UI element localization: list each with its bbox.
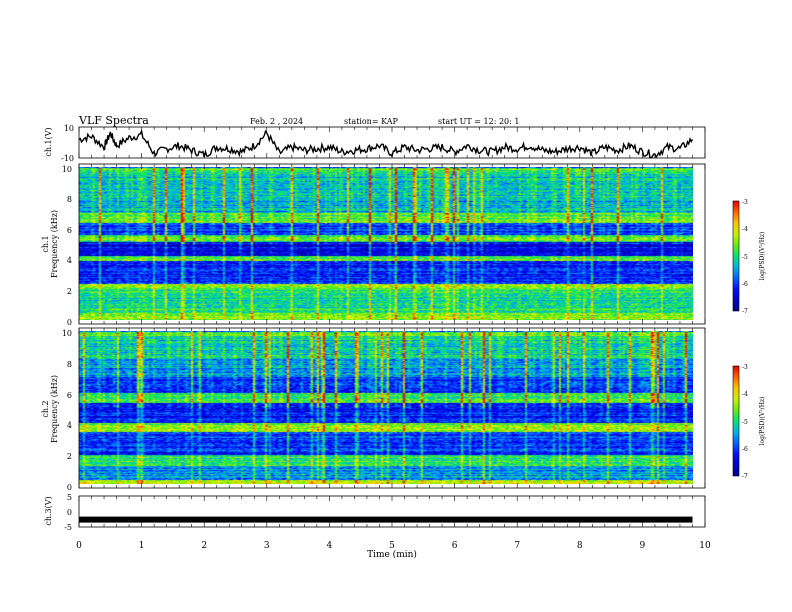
time-tick-7: 7 <box>514 541 520 551</box>
ch1-spectrogram-ticks <box>78 164 706 324</box>
ch2-cb-tick-m7: -7 <box>742 473 748 480</box>
ch2-channel-label: ch.2 <box>41 400 50 417</box>
ch1-ytick-top: 10 <box>64 124 74 133</box>
ch1-cb-tick-m7: -7 <box>742 308 748 315</box>
ch2-cb-tick-m6: -6 <box>742 446 748 453</box>
time-tick-6: 6 <box>452 541 458 551</box>
time-tick-10: 10 <box>699 541 711 551</box>
time-tick-8: 8 <box>577 541 583 551</box>
ch1-waveform-line <box>78 128 694 159</box>
ch1-spectrogram-panel: 0 2 4 6 8 10 ch.1 Frequency (kHz) <box>41 163 706 327</box>
ch2-frequency-ylabel: Frequency (kHz) <box>50 375 59 443</box>
ch2-colorbar-gradient <box>733 366 739 476</box>
ch1-ytick-bottom: -10 <box>61 154 74 163</box>
ch1-frequency-ylabel: Frequency (kHz) <box>50 210 59 278</box>
figure-title: VLF Spectra <box>78 114 149 127</box>
ch1-cb-tick-m6: -6 <box>742 281 748 288</box>
ch1-waveform-ylabel: ch.1(V) <box>44 127 53 156</box>
ch2-freq-tick-8: 8 <box>67 360 72 369</box>
ch2-freq-tick-6: 6 <box>67 391 72 400</box>
ch1-freq-tick-10: 10 <box>62 165 72 174</box>
ch2-freq-tick-0: 0 <box>67 483 72 492</box>
station-label: station= KAP <box>344 117 399 126</box>
ch2-cb-tick-m3: -3 <box>742 364 748 371</box>
time-tick-5: 5 <box>389 541 395 551</box>
ch1-freq-tick-0: 0 <box>67 318 72 327</box>
ch1-spectrogram-yticks: 0 2 4 6 8 10 <box>62 165 72 327</box>
ch2-colorbar-frame <box>732 365 740 477</box>
ch3-waveform-ticks <box>78 496 706 527</box>
ch3-waveform-panel: 5 0 -5 ch.3(V) <box>44 493 706 532</box>
ch2-colorbar-label: log(PSD)(V²/Hz) <box>759 397 766 446</box>
ch3-waveform-trace <box>79 516 693 523</box>
ch1-freq-tick-4: 4 <box>67 256 72 265</box>
ch1-freq-tick-2: 2 <box>67 287 72 296</box>
ch3-ytick-m5: -5 <box>64 523 72 532</box>
ch2-spectrogram-image <box>79 331 693 484</box>
ch2-spectrogram-yticks: 0 2 4 6 8 10 <box>62 329 72 492</box>
ch1-colorbar-label: log(PSD)(V²/Hz) <box>759 232 766 281</box>
ch1-spectrogram-image <box>79 167 693 320</box>
ch2-cb-tick-m5: -5 <box>742 419 748 426</box>
ch2-freq-tick-10: 10 <box>62 329 72 338</box>
date-label: Feb. 2 , 2024 <box>250 117 303 126</box>
time-tick-1: 1 <box>139 541 145 551</box>
time-tick-0: 0 <box>76 541 82 551</box>
ch2-spectrogram-ticks <box>78 328 706 488</box>
time-tick-4: 4 <box>327 541 333 551</box>
ch1-cb-tick-m5: -5 <box>742 254 748 261</box>
ch1-waveform-ticks <box>78 127 706 158</box>
time-axis: 0 1 2 3 4 5 6 7 8 9 10 Time (min) <box>76 541 711 560</box>
ch2-freq-tick-4: 4 <box>67 421 72 430</box>
ch3-ytick-0: 0 <box>67 508 72 517</box>
ch3-waveform-ylabel: ch.3(V) <box>44 496 53 525</box>
time-axis-label: Time (min) <box>367 549 417 560</box>
time-tick-3: 3 <box>264 541 270 551</box>
time-tick-9: 9 <box>640 541 646 551</box>
ch3-ytick-5: 5 <box>67 493 72 502</box>
ch1-waveform-panel: 10 -10 ch.1(V) <box>44 124 706 163</box>
time-tick-2: 2 <box>201 541 207 551</box>
start-time-label: start UT = 12: 20: 1 <box>438 117 519 126</box>
ch2-cb-tick-m4: -4 <box>742 391 748 398</box>
ch1-cb-tick-m3: -3 <box>742 199 748 206</box>
ch1-colorbar-gradient <box>733 201 739 311</box>
ch1-channel-label: ch.1 <box>41 235 50 252</box>
ch1-colorbar-frame <box>732 200 740 312</box>
ch1-freq-tick-6: 6 <box>67 226 72 235</box>
ch1-cb-tick-m4: -4 <box>742 226 748 233</box>
ch2-spectrogram-panel: 0 2 4 6 8 10 ch.2 Frequency (kHz) <box>41 327 706 492</box>
ch2-freq-tick-2: 2 <box>67 452 72 461</box>
ch1-colorbar: -3 -4 -5 -6 -7 log(PSD)(V²/Hz) <box>732 199 766 315</box>
ch1-freq-tick-8: 8 <box>67 195 72 204</box>
ch2-colorbar: -3 -4 -5 -6 -7 log(PSD)(V²/Hz) <box>732 364 766 480</box>
